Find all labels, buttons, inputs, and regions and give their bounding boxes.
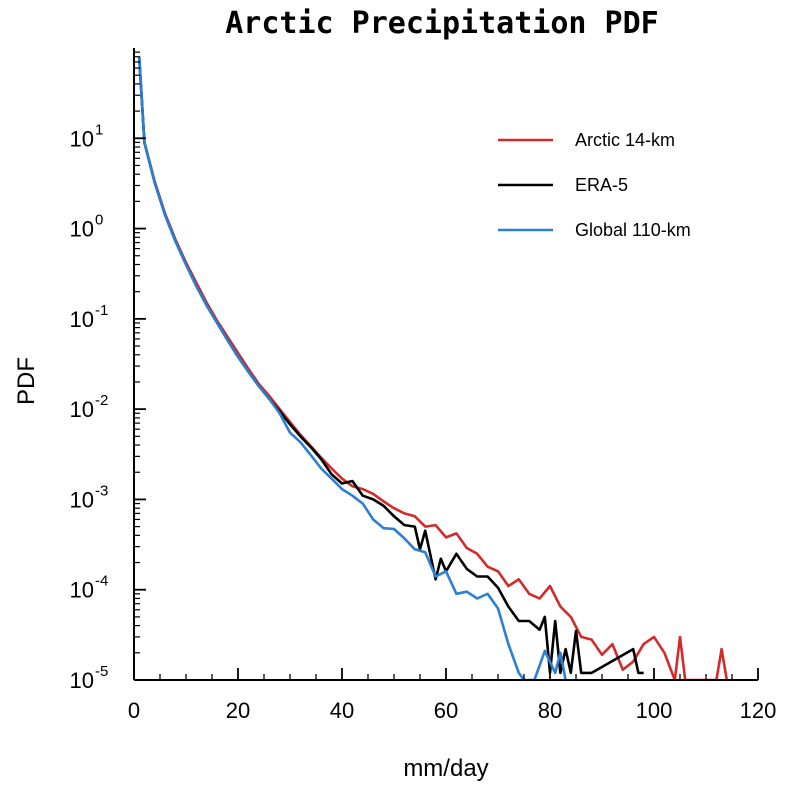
legend-label-0: Arctic 14-km <box>575 130 675 150</box>
x-tick-label-3: 60 <box>434 698 458 723</box>
series-line-1 <box>137 56 644 675</box>
y-tick-exp-3: -2 <box>95 392 108 409</box>
x-tick-label-4: 80 <box>538 698 562 723</box>
legend-label-2: Global 110-km <box>575 220 691 240</box>
y-tick-label-3: 10 <box>70 397 94 422</box>
x-axis-label: mm/day <box>403 755 488 782</box>
y-tick-label-2: 10 <box>70 307 94 332</box>
y-tick-exp-4: -3 <box>95 482 108 499</box>
x-tick-label-5: 100 <box>636 698 673 723</box>
series-line-0 <box>137 56 729 680</box>
y-tick-label-5: 10 <box>70 578 94 603</box>
y-tick-label-0: 10 <box>70 126 94 151</box>
y-tick-label-4: 10 <box>70 487 94 512</box>
y-tick-label-1: 10 <box>70 217 94 242</box>
y-tick-label-6: 10 <box>70 668 94 693</box>
y-axis-label: PDF <box>13 357 40 405</box>
series-line-2 <box>137 56 567 680</box>
x-tick-label-0: 0 <box>128 698 140 723</box>
y-tick-exp-1: 0 <box>95 212 103 229</box>
chart-title: Arctic Precipitation PDF <box>225 6 658 41</box>
x-tick-label-2: 40 <box>330 698 354 723</box>
plot-series <box>137 56 729 680</box>
y-tick-exp-0: 1 <box>95 121 103 138</box>
legend-label-1: ERA-5 <box>575 175 628 195</box>
x-tick-label-6: 120 <box>740 698 777 723</box>
y-tick-exp-6: -5 <box>95 663 108 680</box>
x-tick-label-1: 20 <box>226 698 250 723</box>
legend: Arctic 14-km ERA-5 Global 110-km <box>498 130 691 240</box>
y-tick-exp-2: -1 <box>95 302 108 319</box>
y-tick-exp-5: -4 <box>95 573 108 590</box>
